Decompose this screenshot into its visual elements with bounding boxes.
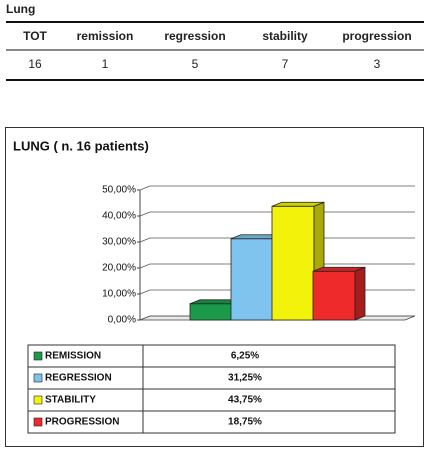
legend-label: REGRESSION	[45, 373, 112, 384]
table-header: TOT	[23, 29, 47, 43]
grid-line	[139, 237, 415, 243]
grid-line	[139, 211, 415, 217]
legend-swatch	[33, 373, 43, 383]
chart-title: LUNG ( n. 16 patients)	[13, 138, 149, 153]
y-tick-label: 20,00%	[102, 263, 136, 274]
y-tick-label: 40,00%	[102, 211, 136, 222]
bar-side	[354, 266, 366, 321]
value-label: 31,25%	[228, 373, 262, 384]
table-header: remission	[77, 29, 134, 43]
y-tick-label: 0,00%	[108, 315, 136, 326]
y-tick-label: 10,00%	[102, 289, 136, 300]
table-cell: 3	[374, 57, 381, 71]
table-header: stability	[262, 29, 308, 43]
bar-front	[271, 205, 315, 321]
y-tick-label: 50,00%	[102, 185, 136, 196]
legend-label: REMISSION	[45, 351, 101, 362]
legend-label: PROGRESSION	[45, 417, 119, 428]
grid-line	[139, 185, 415, 191]
bar-front	[189, 303, 233, 321]
table-cell: 16	[28, 57, 42, 71]
value-label: 43,75%	[228, 395, 262, 406]
value-label: 18,75%	[228, 417, 262, 428]
bar	[312, 266, 366, 321]
legend-swatch	[33, 417, 43, 427]
table-title: Lung	[6, 2, 35, 16]
grid-line	[139, 263, 415, 269]
bar-front	[230, 238, 274, 321]
legend-label: STABILITY	[45, 395, 96, 406]
bar-front	[312, 270, 356, 321]
table-header: regression	[164, 29, 225, 43]
value-label: 6,25%	[231, 351, 259, 362]
bar-top	[312, 266, 366, 272]
table-cell: 1	[102, 57, 109, 71]
table-header: progression	[342, 29, 411, 43]
bar-top	[271, 201, 325, 207]
table-cell: 5	[192, 57, 199, 71]
legend-swatch	[33, 351, 43, 361]
y-tick-label: 30,00%	[102, 237, 136, 248]
table-cell: 7	[282, 57, 289, 71]
legend-swatch	[33, 395, 43, 405]
